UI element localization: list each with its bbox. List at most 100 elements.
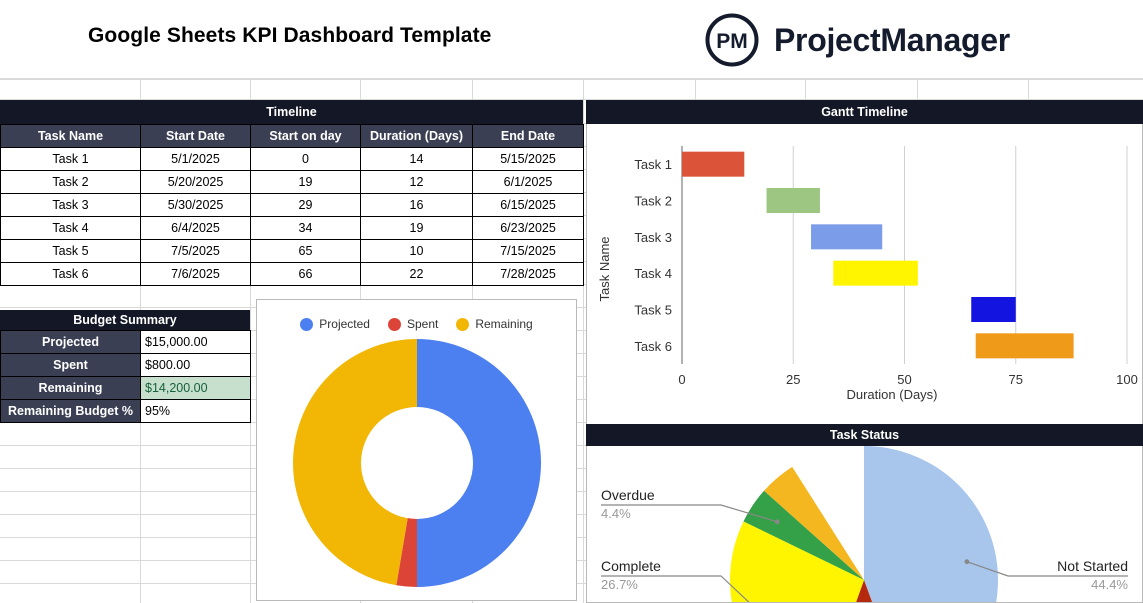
cell-start-on-day[interactable]: 29 [250, 193, 361, 217]
status-leader-line [966, 561, 1128, 577]
table-row[interactable]: Task 4 6/4/2025 34 19 6/23/2025 [0, 216, 584, 240]
cell-end-date[interactable]: 5/15/2025 [472, 147, 584, 171]
gantt-x-tick: 75 [1009, 372, 1023, 387]
status-pie-svg: Overdue 4.4% Complete 26.7% Not Started … [601, 446, 1128, 603]
gantt-bar[interactable] [833, 260, 918, 286]
budget-value-spent[interactable]: $800.00 [140, 353, 251, 377]
budget-value-remaining[interactable]: $14,200.00 [140, 376, 251, 400]
status-pie-slice[interactable] [764, 466, 864, 580]
status-pie-slice[interactable] [819, 580, 911, 603]
cell-task-name[interactable]: Task 6 [0, 262, 141, 286]
budget-donut-chart[interactable]: Projected Spent Remaining [256, 299, 577, 601]
gantt-bar[interactable] [766, 188, 820, 213]
cell-start-on-day[interactable]: 65 [250, 239, 361, 263]
status-leader-line [601, 504, 778, 523]
gantt-gridlines [681, 146, 1128, 364]
budget-value-projected[interactable]: $15,000.00 [140, 330, 251, 354]
gantt-bar[interactable] [971, 297, 1016, 322]
status-leader-dot [964, 559, 970, 565]
gantt-x-tick-labels: 0 25 50 75 100 [678, 372, 1137, 387]
cell-task-name[interactable]: Task 5 [0, 239, 141, 263]
budget-value-remaining-pct[interactable]: 95% [140, 399, 251, 423]
gantt-bar[interactable] [975, 333, 1074, 359]
cell-start-date[interactable]: 5/1/2025 [140, 147, 251, 171]
cell-duration[interactable]: 12 [360, 170, 473, 194]
gantt-category-labels: Task 1 Task 2 Task 3 Task 4 Task 5 Task 6 [634, 157, 672, 354]
donut-svg [292, 339, 541, 587]
donut-slice-remaining[interactable] [292, 339, 417, 586]
gantt-x-tick: 50 [897, 372, 911, 387]
legend-label-projected: Projected [319, 317, 370, 331]
cell-start-date[interactable]: 7/6/2025 [140, 262, 251, 286]
gantt-bar[interactable] [811, 224, 883, 250]
cell-duration[interactable]: 14 [360, 147, 473, 171]
budget-table: Projected $15,000.00 Spent $800.00 Remai… [0, 330, 251, 423]
table-row[interactable]: Remaining $14,200.00 [0, 376, 251, 400]
budget-label-remaining: Remaining [0, 376, 141, 400]
status-pie-slice-not-started[interactable] [864, 446, 998, 603]
budget-label-projected: Projected [0, 330, 141, 354]
cell-duration[interactable]: 10 [360, 239, 473, 263]
cell-task-name[interactable]: Task 2 [0, 170, 141, 194]
cell-task-name[interactable]: Task 3 [0, 193, 141, 217]
task-status-chart[interactable]: Overdue 4.4% Complete 26.7% Not Started … [586, 446, 1143, 603]
table-row[interactable]: Task 1 5/1/2025 0 14 5/15/2025 [0, 147, 584, 171]
legend-item-projected[interactable]: Projected [300, 317, 370, 331]
brand-name: ProjectManager [774, 21, 1010, 58]
cell-end-date[interactable]: 6/1/2025 [472, 170, 584, 194]
status-label-overdue: Overdue 4.4% [601, 487, 655, 521]
cell-start-date[interactable]: 6/4/2025 [140, 216, 251, 240]
table-row[interactable]: Task 2 5/20/2025 19 12 6/1/2025 [0, 170, 584, 194]
cell-start-date[interactable]: 5/30/2025 [140, 193, 251, 217]
donut-slice-projected[interactable] [416, 339, 541, 587]
table-row[interactable]: Remaining Budget % 95% [0, 399, 251, 423]
budget-label-remaining-pct: Remaining Budget % [0, 399, 141, 423]
legend-swatch-spent [387, 317, 401, 331]
budget-summary-panel: Budget Summary Projected $15,000.00 Spen… [0, 310, 251, 423]
table-row[interactable]: Task 5 7/5/2025 65 10 7/15/2025 [0, 239, 584, 263]
gantt-category-label: Task 3 [634, 230, 672, 245]
cell-start-on-day[interactable]: 34 [250, 216, 361, 240]
legend-item-remaining[interactable]: Remaining [456, 317, 533, 331]
table-row[interactable]: Task 6 7/6/2025 66 22 7/28/2025 [0, 262, 584, 286]
timeline-panel: Timeline Task Name Start Date Start on d… [0, 100, 584, 286]
status-pie-slices [730, 446, 998, 603]
cell-duration[interactable]: 16 [360, 193, 473, 217]
status-leader-lines [601, 504, 1128, 602]
cell-start-on-day[interactable]: 0 [250, 147, 361, 171]
cell-start-date[interactable]: 5/20/2025 [140, 170, 251, 194]
budget-label-spent: Spent [0, 353, 141, 377]
status-pie-slice-complete[interactable] [730, 521, 864, 603]
gantt-x-axis-label: Duration (Days) [846, 387, 937, 402]
cell-end-date[interactable]: 7/28/2025 [472, 262, 584, 286]
legend-label-spent: Spent [406, 317, 439, 331]
gantt-chart[interactable]: Task 1 Task 2 Task 3 Task 4 Task 5 Task 6 0 25… [586, 124, 1143, 436]
cell-end-date[interactable]: 7/15/2025 [472, 239, 584, 263]
legend-item-spent[interactable]: Spent [387, 317, 439, 331]
gantt-bar[interactable] [682, 151, 745, 177]
status-pie-slice-overdue[interactable] [743, 490, 864, 580]
cell-duration[interactable]: 22 [360, 262, 473, 286]
cell-task-name[interactable]: Task 1 [0, 147, 141, 171]
status-label-not-started-pct: 44.4% [1091, 577, 1128, 592]
table-row[interactable]: Spent $800.00 [0, 353, 251, 377]
cell-start-date[interactable]: 7/5/2025 [140, 239, 251, 263]
dashboard-header: Google Sheets KPI Dashboard Template PM … [0, 0, 1143, 79]
cell-start-on-day[interactable]: 66 [250, 262, 361, 286]
cell-start-on-day[interactable]: 19 [250, 170, 361, 194]
table-row[interactable]: Task 3 5/30/2025 29 16 6/15/2025 [0, 193, 584, 217]
gantt-svg: Task 1 Task 2 Task 3 Task 4 Task 5 Task 6 0 25… [597, 146, 1138, 402]
cell-end-date[interactable]: 6/23/2025 [472, 216, 584, 240]
task-status-panel: Task Status Overdue 4.4% Complete 26.7% … [586, 424, 1143, 603]
table-row[interactable]: Projected $15,000.00 [0, 330, 251, 354]
gantt-category-label: Task 2 [634, 194, 672, 209]
gantt-y-axis-label: Task Name [597, 236, 612, 301]
status-label-not-started: Not Started 44.4% [1057, 558, 1128, 592]
donut-legend: Projected Spent Remaining [257, 317, 576, 331]
status-label-complete-text: Complete [601, 558, 661, 574]
cell-duration[interactable]: 19 [360, 216, 473, 240]
cell-task-name[interactable]: Task 4 [0, 216, 141, 240]
cell-end-date[interactable]: 6/15/2025 [472, 193, 584, 217]
donut-hole [360, 407, 473, 519]
